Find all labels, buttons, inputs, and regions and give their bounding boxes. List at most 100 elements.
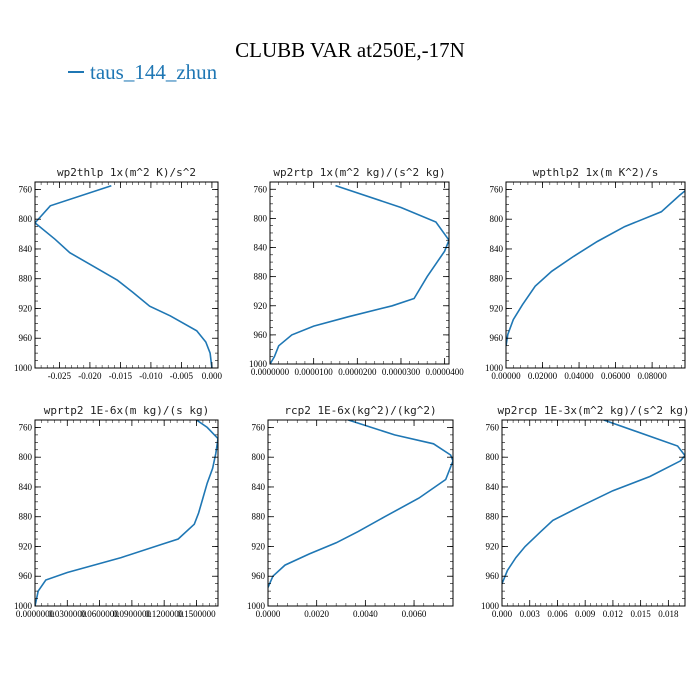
series-line	[502, 420, 685, 585]
y-tick-label: 960	[254, 330, 268, 340]
x-tick-label: 0.04000	[564, 371, 594, 381]
x-tick-label: -0.005	[170, 371, 194, 381]
subplot-1: wp2thlp 1x(m^2 K)/s^2 760 800 840 880 920 960 1…	[14, 166, 223, 381]
plot-frame	[501, 419, 686, 607]
subplot-title: wp2thlp 1x(m^2 K)/s^2	[57, 166, 196, 179]
y-tick-label: 760	[490, 184, 504, 194]
x-tick-label: 0.1500000	[177, 609, 216, 619]
x-tick-label: 0.0000200	[338, 367, 377, 377]
x-tick-label: 0.0900000	[113, 609, 152, 619]
x-tick-label: 0.015	[631, 609, 652, 619]
y-tick-label: 920	[252, 541, 266, 551]
x-tick-label: 0.009	[575, 609, 596, 619]
y-tick-label: 840	[486, 482, 500, 492]
y-tick-label: 840	[252, 482, 266, 492]
x-tick-label: -0.015	[109, 371, 133, 381]
x-tick-label: -0.025	[48, 371, 72, 381]
x-tick-label: 0.0000000	[16, 609, 55, 619]
x-tick-label: 0.0020	[304, 609, 329, 619]
subplot-title: wprtp2 1E-6x(m kg)/(s kg)	[44, 404, 210, 417]
y-tick-label: 880	[490, 274, 504, 284]
legend: taus_144_zhun	[68, 60, 217, 85]
plot-frame	[267, 419, 454, 607]
subplot-6: wp2rcp 1E-3x(m^2 kg)/(s^2 kg) 760 800 840 88…	[481, 404, 690, 619]
subplot-title: rcp2 1E-6x(kg^2)/(kg^2)	[284, 404, 436, 417]
x-tick-label: 0.0060	[402, 609, 427, 619]
x-tick-label: 0.003	[520, 609, 541, 619]
x-tick-label: 0.0600000	[80, 609, 119, 619]
y-tick-label: 800	[252, 452, 266, 462]
y-tick-label: 1000	[247, 601, 266, 611]
y-tick-label: 880	[19, 512, 33, 522]
y-tick-label: 960	[490, 333, 504, 343]
subplot-4: wprtp2 1E-6x(m kg)/(s kg) 760 800 840 880 920…	[14, 404, 219, 619]
x-tick-label: 0.0000300	[382, 367, 421, 377]
series-line	[270, 184, 449, 364]
y-tick-label: 760	[19, 184, 33, 194]
y-tick-label: 1000	[485, 363, 504, 373]
x-tick-label: 0.000	[492, 609, 513, 619]
y-tick-label: 840	[19, 482, 33, 492]
y-tick-label: 1000	[14, 601, 33, 611]
y-tick-label: 800	[490, 214, 504, 224]
y-tick-label: 880	[254, 272, 268, 282]
x-tick-label: 0.00000	[491, 371, 521, 381]
y-tick-label: 960	[19, 571, 33, 581]
y-tick-label: 920	[486, 541, 500, 551]
series-line	[35, 184, 213, 368]
x-tick-label: 0.018	[658, 609, 679, 619]
x-tick-label: -0.020	[78, 371, 102, 381]
x-tick-label: 0.0000100	[295, 367, 334, 377]
y-tick-label: 840	[19, 244, 33, 254]
y-tick-label: 1000	[14, 363, 33, 373]
y-tick-label: 1000	[249, 359, 268, 369]
y-tick-label: 760	[254, 184, 268, 194]
y-tick-label: 960	[252, 571, 266, 581]
y-tick-label: 960	[486, 571, 500, 581]
y-tick-label: 920	[490, 303, 504, 313]
y-tick-label: 760	[252, 422, 266, 432]
legend-label: taus_144_zhun	[90, 60, 218, 84]
x-tick-label: 0.0000000	[251, 367, 290, 377]
plot-frame	[505, 181, 686, 369]
plot-frame	[34, 419, 219, 607]
subplot-5: rcp2 1E-6x(kg^2)/(kg^2) 760 800 840 880 920 96…	[247, 404, 454, 619]
series-line	[506, 190, 685, 346]
y-tick-label: 920	[19, 541, 33, 551]
y-tick-label: 800	[254, 213, 268, 223]
subplot-title: wp2rtp 1x(m^2 kg)/(s^2 kg)	[273, 166, 445, 179]
x-tick-label: 0.012	[603, 609, 623, 619]
y-tick-label: 800	[19, 214, 33, 224]
figure-title: CLUBB VAR at250E,-17N	[235, 38, 465, 62]
y-tick-label: 840	[490, 244, 504, 254]
y-tick-label: 760	[19, 422, 33, 432]
y-tick-label: 880	[252, 512, 266, 522]
y-tick-label: 840	[254, 243, 268, 253]
x-tick-label: 0.0300000	[48, 609, 87, 619]
x-tick-label: 0.006	[547, 609, 568, 619]
subplot-title: wp2rcp 1E-3x(m^2 kg)/(s^2 kg)	[497, 404, 689, 417]
x-tick-label: 0.0000400	[426, 367, 465, 377]
x-tick-label: 0.08000	[637, 371, 667, 381]
x-tick-label: 0.06000	[601, 371, 631, 381]
x-tick-label: 0.0000	[256, 609, 281, 619]
x-tick-label: -0.010	[139, 371, 163, 381]
legend-line-swatch	[68, 71, 84, 74]
y-tick-label: 760	[486, 422, 500, 432]
series-line	[35, 420, 218, 606]
x-tick-label: 0.1200000	[145, 609, 184, 619]
subplot-title: wpthlp2 1x(m K^2)/s	[533, 166, 659, 179]
x-tick-label: 0.000	[202, 371, 223, 381]
y-tick-label: 960	[19, 333, 33, 343]
y-tick-label: 880	[486, 512, 500, 522]
y-tick-label: 1000	[481, 601, 500, 611]
series-line	[268, 420, 453, 588]
subplot-3: wpthlp2 1x(m K^2)/s 760 800 840 880 920 960 100…	[485, 166, 686, 381]
y-tick-label: 880	[19, 274, 33, 284]
y-tick-label: 800	[19, 452, 33, 462]
subplot-2: wp2rtp 1x(m^2 kg)/(s^2 kg) 760 800 840 880 92…	[249, 166, 464, 377]
plot-frame	[269, 181, 450, 365]
y-tick-label: 800	[486, 452, 500, 462]
y-tick-label: 920	[254, 301, 268, 311]
